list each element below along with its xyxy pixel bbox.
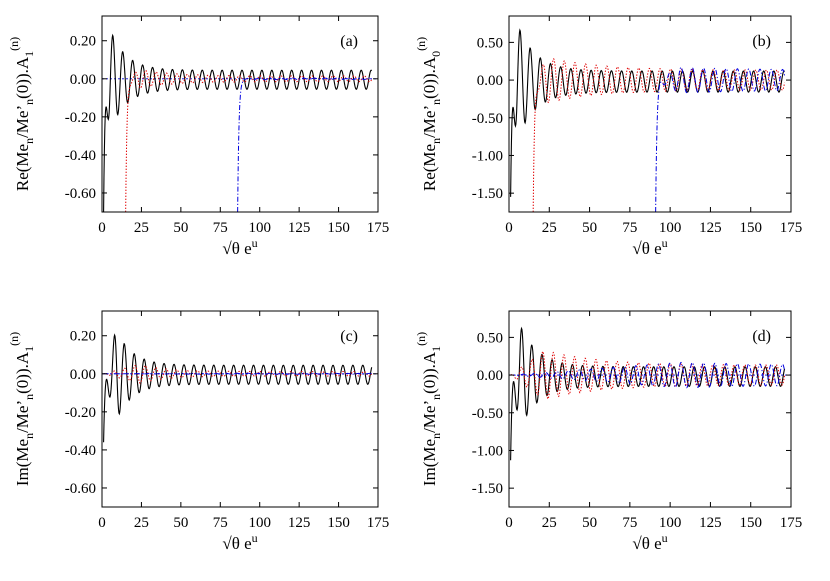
x-tick-label: 50 — [173, 515, 188, 531]
panel-label: (d) — [752, 328, 771, 345]
panel-c: 0 25 50 75 100 125 150 175 -0.60 -0.40 -0.20 0.00 0.… — [7, 310, 390, 553]
x-tick-label: 50 — [582, 515, 597, 531]
x-tick-label: 125 — [699, 515, 722, 531]
x-tick-label: 75 — [622, 220, 637, 236]
y-axis-label: Im(Men/Me’n(0)).A1(n) — [7, 332, 36, 486]
y-tick-label: 0.50 — [477, 330, 503, 346]
panel-label: (a) — [340, 33, 358, 50]
y-tick-label: -0.40 — [65, 148, 96, 164]
x-tick-label: 0 — [505, 220, 513, 236]
x-tick-label: 50 — [173, 220, 188, 236]
x-tick-label: 150 — [327, 220, 350, 236]
y-tick-label: -0.60 — [65, 186, 96, 202]
x-tick-label: 25 — [542, 515, 557, 531]
series-line-2 — [510, 350, 786, 400]
x-tick-label: 75 — [213, 515, 228, 531]
x-tick-label: 100 — [659, 515, 682, 531]
x-tick-label: 175 — [780, 220, 803, 236]
y-tick-label: -0.60 — [65, 481, 96, 497]
x-tick-label: 100 — [248, 515, 271, 531]
series-line-2 — [125, 69, 373, 212]
x-tick-label: 75 — [213, 220, 228, 236]
series-line-1 — [103, 333, 373, 443]
x-axis-label: √θ eu — [222, 531, 257, 553]
y-tick-label: 0.00 — [477, 73, 503, 89]
y-tick-label: -0.20 — [65, 405, 96, 421]
x-axis-label: √θ eu — [632, 531, 667, 553]
y-tick-label: 0.00 — [477, 368, 503, 384]
y-axis-label: Im(Men/Me’n(0)).A1(n) — [414, 332, 443, 486]
x-axis-label: √θ eu — [632, 236, 667, 258]
series-line-3 — [510, 361, 786, 389]
panel-d: 0 25 50 75 100 125 150 175 -1.50 -1.00 -0.50 0.00 0.… — [414, 310, 803, 553]
x-tick-label: 0 — [98, 515, 106, 531]
x-tick-label: 150 — [739, 515, 762, 531]
y-tick-label: -1.50 — [472, 186, 503, 202]
panel-label: (b) — [752, 33, 771, 50]
x-tick-label: 175 — [367, 220, 390, 236]
panel-label: (c) — [340, 328, 358, 345]
series-line-1 — [510, 326, 786, 461]
y-tick-label: -1.00 — [472, 148, 503, 164]
x-tick-label: 175 — [780, 515, 803, 531]
x-tick-label: 175 — [367, 515, 390, 531]
x-tick-label: 0 — [505, 515, 513, 531]
x-tick-label: 125 — [288, 220, 311, 236]
plot-frame — [101, 15, 379, 213]
y-tick-label: -0.20 — [65, 110, 96, 126]
y-axis-label: Re(Men/Me’n(0)).A1(n) — [7, 37, 36, 191]
x-tick-label: 0 — [98, 220, 106, 236]
plot-frame — [101, 310, 379, 508]
series-line-3 — [103, 372, 372, 375]
y-tick-label: 0.20 — [70, 34, 96, 50]
x-tick-label: 50 — [582, 220, 597, 236]
y-tick-label: -0.40 — [65, 443, 96, 459]
y-axis-label: Re(Men/Me’n(0)).A0(n) — [414, 37, 443, 191]
x-tick-label: 150 — [739, 220, 762, 236]
y-tick-label: 0.00 — [70, 367, 96, 383]
x-tick-label: 125 — [288, 515, 311, 531]
x-tick-label: 25 — [134, 220, 149, 236]
x-tick-label: 150 — [327, 515, 350, 531]
plot-frame — [508, 15, 792, 213]
x-tick-label: 25 — [134, 515, 149, 531]
x-tick-label: 100 — [248, 220, 271, 236]
y-tick-label: 0.20 — [70, 329, 96, 345]
plot-frame — [508, 310, 792, 508]
y-tick-label: 0.00 — [70, 72, 96, 88]
series-line-3 — [237, 77, 372, 212]
y-tick-label: -0.50 — [472, 111, 503, 127]
y-tick-label: -0.50 — [472, 406, 503, 422]
series-line-1 — [510, 28, 785, 197]
x-tick-label: 125 — [699, 220, 722, 236]
x-tick-label: 100 — [659, 220, 682, 236]
y-tick-label: 0.50 — [477, 35, 503, 51]
series-line-1 — [103, 33, 373, 212]
y-tick-label: -1.50 — [472, 481, 503, 497]
panel-b: 0 25 50 75 100 125 150 175 -1.50 -1.00 -0.50 0.00 0.… — [414, 15, 803, 258]
panel-a: 0 25 50 75 100 125 150 175 -0.60 -0.40 -0.20 0.00 0.… — [7, 15, 390, 258]
x-tick-label: 25 — [542, 220, 557, 236]
series-line-3 — [655, 66, 786, 212]
y-tick-label: -1.00 — [472, 443, 503, 459]
series-line-2 — [532, 57, 786, 212]
x-tick-label: 75 — [622, 515, 637, 531]
x-axis-label: √θ eu — [222, 236, 257, 258]
